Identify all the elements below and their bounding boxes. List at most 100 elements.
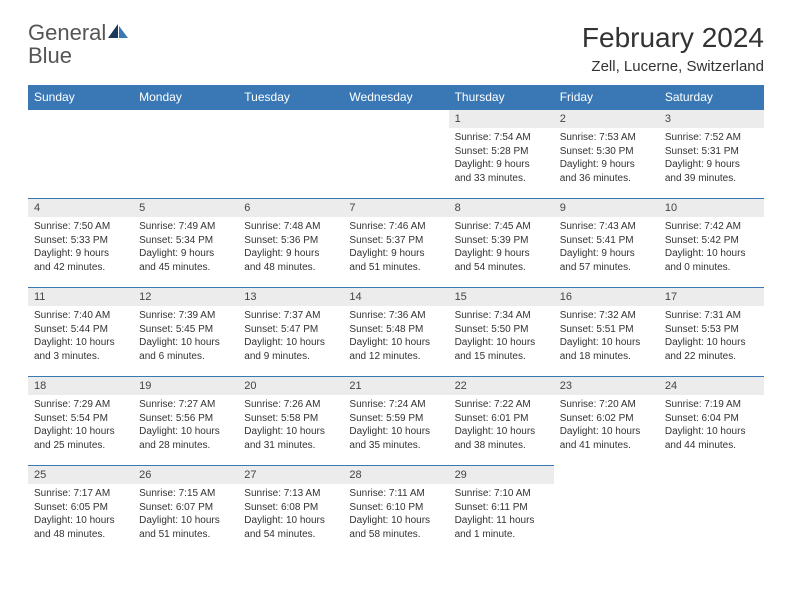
calendar-day-cell: 13Sunrise: 7:37 AMSunset: 5:47 PMDayligh… — [238, 288, 343, 377]
daylight-text-2: and 1 minute. — [455, 528, 548, 542]
day-details: Sunrise: 7:17 AMSunset: 6:05 PMDaylight:… — [28, 484, 133, 544]
day-number: 4 — [28, 199, 133, 217]
weekday-header: Sunday — [28, 85, 133, 110]
sunset-text: Sunset: 6:11 PM — [455, 501, 548, 515]
daylight-text-2: and 28 minutes. — [139, 439, 232, 453]
sunset-text: Sunset: 5:48 PM — [349, 323, 442, 337]
calendar-day-cell: 11Sunrise: 7:40 AMSunset: 5:44 PMDayligh… — [28, 288, 133, 377]
calendar-table: Sunday Monday Tuesday Wednesday Thursday… — [28, 85, 764, 554]
daylight-text-2: and 18 minutes. — [560, 350, 653, 364]
sunrise-text: Sunrise: 7:49 AM — [139, 220, 232, 234]
calendar-day-cell: 16Sunrise: 7:32 AMSunset: 5:51 PMDayligh… — [554, 288, 659, 377]
day-details: Sunrise: 7:49 AMSunset: 5:34 PMDaylight:… — [133, 217, 238, 277]
sunrise-text: Sunrise: 7:54 AM — [455, 131, 548, 145]
sunrise-text: Sunrise: 7:43 AM — [560, 220, 653, 234]
calendar-day-cell: 1Sunrise: 7:54 AMSunset: 5:28 PMDaylight… — [449, 110, 554, 199]
sunset-text: Sunset: 5:45 PM — [139, 323, 232, 337]
day-details: Sunrise: 7:20 AMSunset: 6:02 PMDaylight:… — [554, 395, 659, 455]
title-block: February 2024 Zell, Lucerne, Switzerland — [582, 22, 764, 75]
daylight-text-2: and 54 minutes. — [455, 261, 548, 275]
sail-icon — [106, 22, 130, 45]
day-number: 15 — [449, 288, 554, 306]
weekday-header: Friday — [554, 85, 659, 110]
calendar-day-cell — [343, 110, 448, 199]
daylight-text-2: and 31 minutes. — [244, 439, 337, 453]
sunset-text: Sunset: 5:53 PM — [665, 323, 758, 337]
day-number: 19 — [133, 377, 238, 395]
day-number: 27 — [238, 466, 343, 484]
calendar-day-cell: 9Sunrise: 7:43 AMSunset: 5:41 PMDaylight… — [554, 199, 659, 288]
daylight-text-1: Daylight: 10 hours — [665, 336, 758, 350]
calendar-day-cell: 3Sunrise: 7:52 AMSunset: 5:31 PMDaylight… — [659, 110, 764, 199]
daylight-text-2: and 51 minutes. — [349, 261, 442, 275]
day-details: Sunrise: 7:52 AMSunset: 5:31 PMDaylight:… — [659, 128, 764, 188]
weekday-header: Saturday — [659, 85, 764, 110]
calendar-week-row: 1Sunrise: 7:54 AMSunset: 5:28 PMDaylight… — [28, 110, 764, 199]
daylight-text-1: Daylight: 10 hours — [244, 514, 337, 528]
daylight-text-2: and 25 minutes. — [34, 439, 127, 453]
daylight-text-1: Daylight: 9 hours — [560, 158, 653, 172]
daylight-text-2: and 15 minutes. — [455, 350, 548, 364]
sunset-text: Sunset: 5:47 PM — [244, 323, 337, 337]
sunset-text: Sunset: 5:39 PM — [455, 234, 548, 248]
daylight-text-1: Daylight: 10 hours — [139, 514, 232, 528]
sunrise-text: Sunrise: 7:29 AM — [34, 398, 127, 412]
calendar-day-cell: 24Sunrise: 7:19 AMSunset: 6:04 PMDayligh… — [659, 377, 764, 466]
day-number: 11 — [28, 288, 133, 306]
day-number: 10 — [659, 199, 764, 217]
day-details: Sunrise: 7:45 AMSunset: 5:39 PMDaylight:… — [449, 217, 554, 277]
sunset-text: Sunset: 5:30 PM — [560, 145, 653, 159]
calendar-day-cell: 22Sunrise: 7:22 AMSunset: 6:01 PMDayligh… — [449, 377, 554, 466]
day-details: Sunrise: 7:43 AMSunset: 5:41 PMDaylight:… — [554, 217, 659, 277]
day-details: Sunrise: 7:46 AMSunset: 5:37 PMDaylight:… — [343, 217, 448, 277]
day-number: 2 — [554, 110, 659, 128]
daylight-text-2: and 3 minutes. — [34, 350, 127, 364]
day-number: 6 — [238, 199, 343, 217]
sunrise-text: Sunrise: 7:19 AM — [665, 398, 758, 412]
day-number: 7 — [343, 199, 448, 217]
weekday-header-row: Sunday Monday Tuesday Wednesday Thursday… — [28, 85, 764, 110]
daylight-text-2: and 54 minutes. — [244, 528, 337, 542]
sunset-text: Sunset: 5:50 PM — [455, 323, 548, 337]
sunset-text: Sunset: 5:31 PM — [665, 145, 758, 159]
daylight-text-1: Daylight: 10 hours — [349, 514, 442, 528]
calendar-day-cell: 5Sunrise: 7:49 AMSunset: 5:34 PMDaylight… — [133, 199, 238, 288]
sunset-text: Sunset: 5:58 PM — [244, 412, 337, 426]
weekday-header: Thursday — [449, 85, 554, 110]
daylight-text-1: Daylight: 10 hours — [34, 514, 127, 528]
calendar-week-row: 25Sunrise: 7:17 AMSunset: 6:05 PMDayligh… — [28, 466, 764, 555]
daylight-text-2: and 45 minutes. — [139, 261, 232, 275]
day-details: Sunrise: 7:54 AMSunset: 5:28 PMDaylight:… — [449, 128, 554, 188]
daylight-text-2: and 9 minutes. — [244, 350, 337, 364]
day-number: 8 — [449, 199, 554, 217]
sunrise-text: Sunrise: 7:42 AM — [665, 220, 758, 234]
daylight-text-1: Daylight: 10 hours — [34, 336, 127, 350]
sunrise-text: Sunrise: 7:39 AM — [139, 309, 232, 323]
day-number: 18 — [28, 377, 133, 395]
day-number: 20 — [238, 377, 343, 395]
day-details: Sunrise: 7:27 AMSunset: 5:56 PMDaylight:… — [133, 395, 238, 455]
day-details: Sunrise: 7:53 AMSunset: 5:30 PMDaylight:… — [554, 128, 659, 188]
daylight-text-1: Daylight: 10 hours — [560, 336, 653, 350]
daylight-text-1: Daylight: 10 hours — [139, 336, 232, 350]
daylight-text-2: and 22 minutes. — [665, 350, 758, 364]
day-number: 3 — [659, 110, 764, 128]
daylight-text-1: Daylight: 9 hours — [34, 247, 127, 261]
sunset-text: Sunset: 6:02 PM — [560, 412, 653, 426]
daylight-text-2: and 51 minutes. — [139, 528, 232, 542]
sunset-text: Sunset: 6:08 PM — [244, 501, 337, 515]
daylight-text-2: and 39 minutes. — [665, 172, 758, 186]
daylight-text-1: Daylight: 10 hours — [665, 425, 758, 439]
weekday-header: Monday — [133, 85, 238, 110]
daylight-text-1: Daylight: 10 hours — [139, 425, 232, 439]
daylight-text-2: and 41 minutes. — [560, 439, 653, 453]
sunrise-text: Sunrise: 7:52 AM — [665, 131, 758, 145]
calendar-day-cell: 4Sunrise: 7:50 AMSunset: 5:33 PMDaylight… — [28, 199, 133, 288]
sunrise-text: Sunrise: 7:46 AM — [349, 220, 442, 234]
daylight-text-2: and 36 minutes. — [560, 172, 653, 186]
daylight-text-1: Daylight: 10 hours — [244, 336, 337, 350]
calendar-day-cell — [28, 110, 133, 199]
day-number: 29 — [449, 466, 554, 484]
day-number: 22 — [449, 377, 554, 395]
daylight-text-1: Daylight: 9 hours — [139, 247, 232, 261]
